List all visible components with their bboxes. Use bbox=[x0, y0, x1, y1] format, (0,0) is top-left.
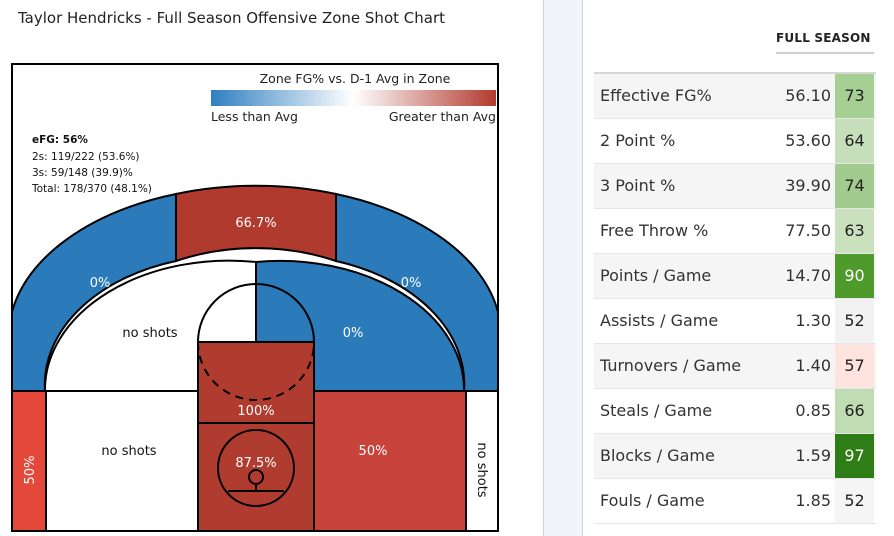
stats-row: Blocks / Game 1.59 97 bbox=[594, 434, 876, 479]
stat-value: 0.85 bbox=[795, 401, 831, 420]
court-border bbox=[11, 63, 499, 531]
stats-row: Fouls / Game 1.85 52 bbox=[594, 479, 876, 524]
zone-right-midrange bbox=[255, 259, 466, 392]
stat-value: 1.59 bbox=[795, 446, 831, 465]
zone-right-baseline-mid bbox=[313, 390, 467, 532]
stats-row: Turnovers / Game 1.40 57 bbox=[594, 344, 876, 389]
stat-value: 1.40 bbox=[795, 356, 831, 375]
label-right-midrange: 0% bbox=[343, 326, 364, 341]
zone-left-corner-three bbox=[11, 390, 47, 532]
stat-label: Effective FG% bbox=[600, 86, 712, 105]
stat-percentile: 52 bbox=[835, 299, 874, 343]
summary-efg: eFG: 56% bbox=[32, 134, 88, 146]
stat-value: 39.90 bbox=[785, 176, 831, 195]
stat-label: Steals / Game bbox=[600, 401, 713, 420]
stats-row: Effective FG% 56.10 73 bbox=[594, 74, 876, 119]
summary-threes: 3s: 59/148 (39.9)% bbox=[32, 167, 133, 179]
stat-label: Free Throw % bbox=[600, 221, 709, 240]
stat-value: 53.60 bbox=[785, 131, 831, 150]
zone-rim bbox=[197, 422, 315, 532]
zone-paint-top bbox=[197, 341, 315, 424]
column-header-underline bbox=[776, 52, 874, 54]
zone-left-midrange bbox=[43, 259, 257, 392]
shot-chart-court: Zone FG% vs. D-1 Avg in Zone Less than A… bbox=[11, 63, 499, 532]
stat-label: Assists / Game bbox=[600, 311, 719, 330]
zone-left-baseline-mid bbox=[45, 390, 199, 532]
stat-value: 56.10 bbox=[785, 86, 831, 105]
stats-row: Steals / Game 0.85 66 bbox=[594, 389, 876, 434]
stat-percentile: 66 bbox=[835, 389, 874, 433]
stat-percentile: 52 bbox=[835, 479, 874, 523]
stats-row: 2 Point % 53.60 64 bbox=[594, 119, 876, 164]
legend-high-label: Greater than Avg bbox=[389, 109, 496, 124]
stat-value: 1.30 bbox=[795, 311, 831, 330]
label-left-wing-three: 0% bbox=[90, 276, 111, 291]
label-rim: 87.5% bbox=[235, 456, 276, 471]
summary-twos: 2s: 119/222 (53.6%) bbox=[32, 151, 140, 163]
stats-row: 3 Point % 39.90 74 bbox=[594, 164, 876, 209]
label-left-baseline-mid: no shots bbox=[101, 444, 156, 459]
stat-label: Fouls / Game bbox=[600, 491, 705, 510]
legend-gradient-bar bbox=[211, 90, 496, 106]
label-right-baseline-mid: 50% bbox=[359, 444, 388, 459]
label-paint-top: 100% bbox=[237, 404, 274, 419]
stat-value: 77.50 bbox=[785, 221, 831, 240]
stat-value: 14.70 bbox=[785, 266, 831, 285]
stat-percentile: 57 bbox=[835, 344, 874, 388]
stat-percentile: 90 bbox=[835, 254, 874, 298]
stat-label: Turnovers / Game bbox=[600, 356, 742, 375]
label-left-midrange: no shots bbox=[122, 326, 177, 341]
stat-label: 2 Point % bbox=[600, 131, 676, 150]
stats-row: Free Throw % 77.50 63 bbox=[594, 209, 876, 254]
stat-label: Points / Game bbox=[600, 266, 712, 285]
stats-row: Assists / Game 1.30 52 bbox=[594, 299, 876, 344]
summary-total: Total: 178/370 (48.1%) bbox=[31, 183, 152, 195]
stat-percentile: 74 bbox=[835, 164, 874, 208]
chart-title: Taylor Hendricks - Full Season Offensive… bbox=[18, 9, 445, 27]
stat-percentile: 97 bbox=[835, 434, 874, 478]
stat-value: 1.85 bbox=[795, 491, 831, 510]
stat-percentile: 64 bbox=[835, 119, 874, 163]
label-right-corner-three: no shots bbox=[474, 442, 489, 497]
label-top-three: 66.7% bbox=[235, 216, 276, 231]
label-right-wing-three: 0% bbox=[401, 276, 422, 291]
label-left-corner-three: 50% bbox=[23, 456, 38, 485]
free-throw-circle-bottom bbox=[197, 341, 315, 401]
legend-low-label: Less than Avg bbox=[211, 109, 298, 124]
stat-percentile: 63 bbox=[835, 209, 874, 253]
restricted-area-circle bbox=[217, 429, 295, 507]
stats-table: Effective FG% 56.10 73 2 Point % 53.60 64 3 Po… bbox=[594, 72, 876, 524]
free-throw-circle-top bbox=[197, 283, 315, 343]
legend-title: Zone FG% vs. D-1 Avg in Zone bbox=[260, 71, 451, 86]
stat-label: 3 Point % bbox=[600, 176, 676, 195]
column-header-full-season: FULL SEASON bbox=[776, 31, 871, 45]
stat-percentile: 73 bbox=[835, 74, 874, 118]
stats-row: Points / Game 14.70 90 bbox=[594, 254, 876, 299]
panel-divider bbox=[543, 0, 583, 536]
stat-label: Blocks / Game bbox=[600, 446, 715, 465]
